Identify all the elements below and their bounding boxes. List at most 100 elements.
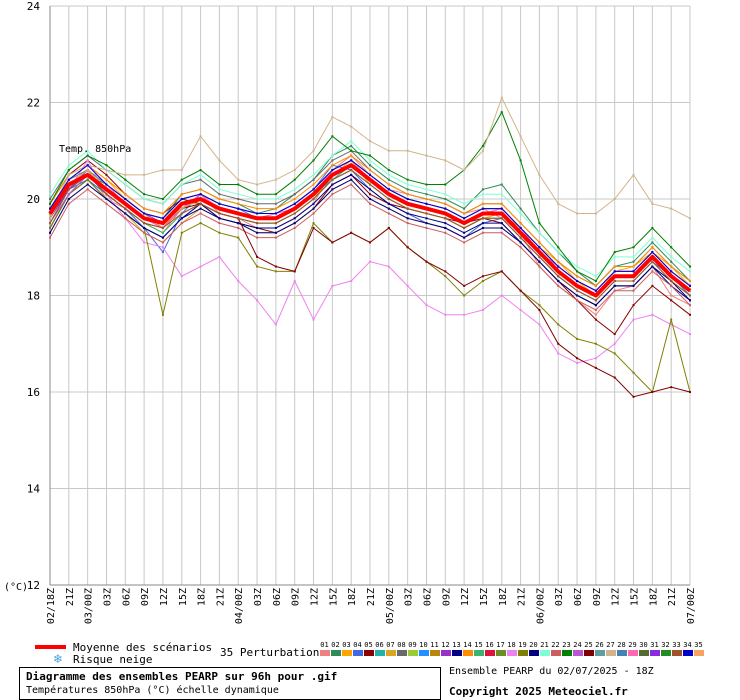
member-legend-swatch	[606, 650, 616, 656]
member-legend-swatch	[573, 650, 583, 656]
member-point	[218, 231, 221, 234]
member-point	[369, 159, 371, 162]
member-point	[161, 217, 164, 220]
member-point	[274, 231, 277, 234]
member-point	[387, 183, 390, 186]
member-point	[538, 246, 541, 249]
member-legend-swatch	[375, 650, 385, 656]
x-tick-label: 03Z	[253, 588, 264, 606]
member-point	[105, 183, 108, 186]
member-point	[237, 226, 240, 229]
x-tick-label: 12Z	[611, 588, 622, 606]
member-legend-number: 05	[364, 641, 372, 649]
member-point	[124, 217, 127, 220]
member-point	[237, 280, 240, 283]
member-point	[67, 193, 70, 196]
member-point	[293, 280, 296, 283]
member-point	[237, 198, 240, 200]
member-point	[237, 222, 240, 225]
member-point	[49, 198, 51, 200]
member-point	[105, 193, 108, 196]
member-point	[161, 169, 164, 172]
member-point	[180, 198, 183, 200]
member-point	[293, 222, 296, 225]
member-point	[557, 284, 560, 287]
member-point	[500, 193, 503, 196]
member-legend-number: 01	[320, 641, 328, 649]
member-point	[199, 207, 202, 210]
member-point	[67, 198, 70, 200]
y-tick-label: 16	[27, 386, 40, 399]
member-point	[632, 280, 635, 283]
member-point	[86, 159, 89, 162]
member-point	[274, 212, 277, 215]
member-point	[557, 260, 560, 263]
member-point	[481, 226, 484, 229]
member-point	[256, 231, 259, 234]
member-point	[406, 207, 409, 210]
member-point	[594, 304, 597, 307]
member-point	[312, 178, 315, 181]
member-point	[651, 241, 654, 244]
member-point	[538, 173, 541, 176]
member-point	[576, 270, 579, 273]
member-point	[557, 251, 560, 254]
member-point	[670, 255, 673, 258]
member-point	[594, 318, 597, 321]
member-point	[124, 198, 127, 200]
member-legend-swatch	[364, 650, 374, 656]
member-point	[670, 284, 673, 287]
member-point	[218, 159, 221, 162]
member-point	[613, 284, 616, 287]
member-legend-swatch	[595, 650, 605, 656]
member-point	[86, 154, 89, 157]
x-tick-label: 21Z	[667, 588, 678, 606]
member-point	[463, 217, 466, 220]
mean-line	[48, 163, 692, 298]
member-point	[651, 313, 654, 316]
member-point	[613, 265, 616, 268]
member-legend-swatch	[474, 650, 484, 656]
member-point	[331, 178, 334, 181]
x-tick-label: 04/00Z	[234, 588, 245, 624]
member-point	[594, 280, 597, 283]
member-point	[274, 236, 277, 239]
member-point	[49, 231, 51, 234]
member-legend-swatch	[507, 650, 517, 656]
member-point	[444, 270, 447, 273]
member-legend-swatch	[694, 650, 704, 656]
member-legend-number: 33	[672, 641, 680, 649]
member-point	[576, 299, 579, 302]
member-point	[632, 260, 635, 263]
member-point	[538, 260, 541, 263]
member-legend-number: 30	[639, 641, 647, 649]
member-legend-swatch	[529, 650, 539, 656]
snow-icon: ❄	[53, 652, 63, 666]
member-point	[49, 236, 51, 239]
member-point	[576, 265, 579, 268]
member-point	[161, 246, 164, 249]
x-tick-label: 18Z	[498, 588, 509, 606]
member-legend-number: 04	[353, 641, 361, 649]
member-point	[369, 241, 371, 244]
x-tick-label: 12Z	[310, 588, 321, 606]
member-point	[199, 135, 202, 138]
member-point	[594, 366, 597, 369]
member-legend-swatch	[496, 650, 506, 656]
member-point	[67, 188, 70, 191]
member-legend-number: 12	[441, 641, 449, 649]
member-point	[594, 342, 597, 345]
member-legend-swatch	[408, 650, 418, 656]
member-point	[519, 222, 522, 225]
member-legend-swatch	[562, 650, 572, 656]
member-legend-number: 21	[540, 641, 548, 649]
member-point	[387, 169, 390, 172]
x-tick-label: 09Z	[291, 588, 302, 606]
x-tick-label: 09Z	[441, 588, 452, 606]
member-point	[274, 270, 277, 273]
member-legend-number: 23	[562, 641, 570, 649]
member-point	[463, 226, 466, 229]
x-tick-label: 03Z	[554, 588, 565, 606]
member-point	[274, 193, 277, 196]
member-point	[387, 178, 390, 181]
